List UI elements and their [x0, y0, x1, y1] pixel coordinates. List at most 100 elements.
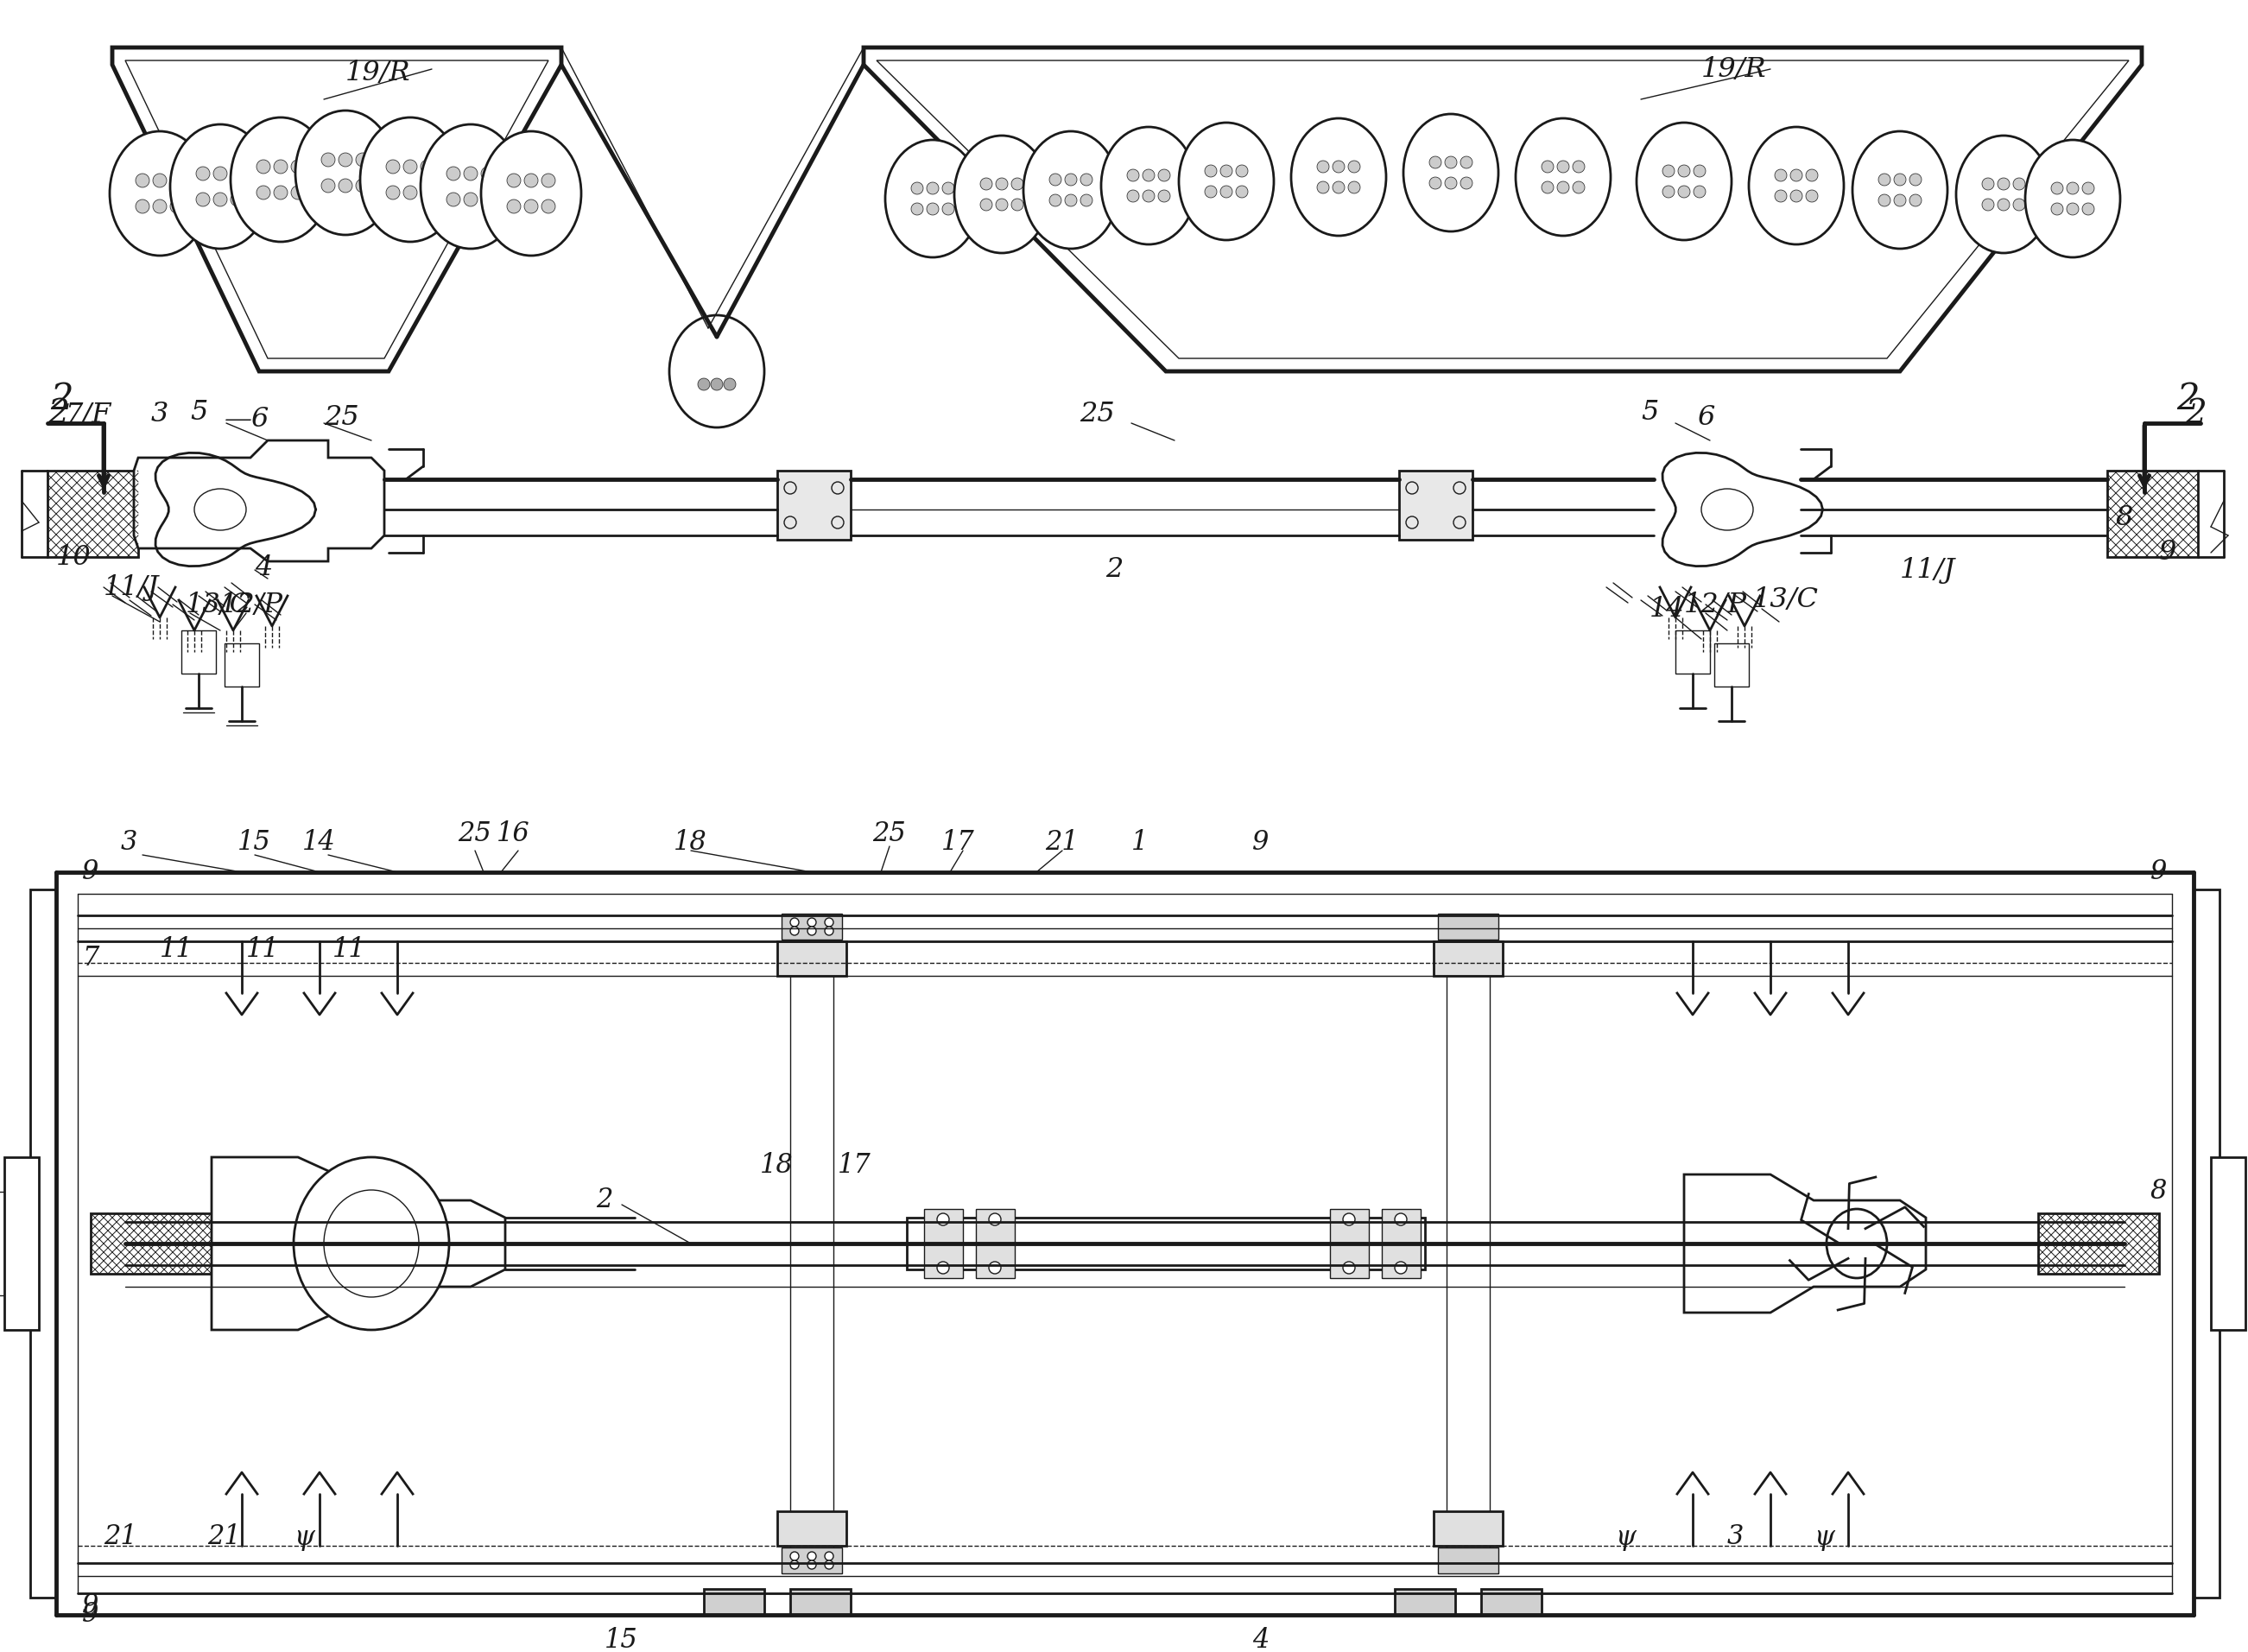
Bar	[2039, 1213, 2158, 1274]
Ellipse shape	[2050, 182, 2064, 195]
Ellipse shape	[542, 173, 555, 187]
Ellipse shape	[463, 193, 477, 206]
Text: 9: 9	[2151, 859, 2167, 885]
Bar	[782, 1548, 843, 1573]
Text: 8: 8	[2115, 506, 2133, 532]
Ellipse shape	[1852, 131, 1947, 249]
Ellipse shape	[1664, 185, 1675, 198]
Text: 25: 25	[1079, 401, 1115, 428]
Ellipse shape	[1158, 169, 1171, 182]
Ellipse shape	[274, 185, 288, 200]
Ellipse shape	[1515, 119, 1610, 236]
Ellipse shape	[989, 1262, 1000, 1274]
Ellipse shape	[2050, 203, 2064, 215]
Text: 1: 1	[1131, 829, 1149, 856]
Ellipse shape	[1454, 517, 1466, 529]
Text: 10: 10	[56, 544, 92, 570]
Ellipse shape	[1574, 182, 1585, 193]
Ellipse shape	[1317, 160, 1329, 173]
Text: 9: 9	[2158, 539, 2176, 567]
Bar	[1439, 1548, 1499, 1573]
Text: 2: 2	[47, 398, 70, 431]
Text: 7: 7	[81, 945, 99, 971]
Ellipse shape	[825, 1551, 834, 1561]
Ellipse shape	[1394, 1262, 1407, 1274]
Bar	[4, 1156, 38, 1330]
Ellipse shape	[1403, 114, 1499, 231]
Text: 9: 9	[81, 859, 99, 885]
Text: 9: 9	[81, 1601, 99, 1629]
Ellipse shape	[1637, 122, 1731, 240]
Polygon shape	[863, 48, 2142, 372]
Ellipse shape	[321, 154, 335, 167]
Ellipse shape	[1693, 185, 1706, 198]
Ellipse shape	[1461, 177, 1472, 188]
Ellipse shape	[402, 160, 418, 173]
Ellipse shape	[196, 167, 209, 180]
Ellipse shape	[232, 117, 330, 241]
Ellipse shape	[1205, 185, 1216, 198]
Bar	[1675, 631, 1711, 674]
Ellipse shape	[420, 185, 434, 200]
Ellipse shape	[1012, 198, 1023, 211]
Text: 2: 2	[596, 1188, 614, 1214]
Text: 18: 18	[760, 1153, 794, 1180]
Ellipse shape	[2066, 182, 2079, 195]
Bar	[906, 1218, 1425, 1269]
Text: 2: 2	[2185, 398, 2205, 431]
Text: 3: 3	[151, 401, 169, 428]
Ellipse shape	[807, 919, 816, 927]
Text: 11: 11	[245, 937, 279, 963]
Bar	[90, 1213, 211, 1274]
Ellipse shape	[697, 378, 710, 390]
Text: 21: 21	[1045, 829, 1079, 856]
Bar	[791, 915, 834, 1571]
Ellipse shape	[232, 167, 245, 180]
Ellipse shape	[1221, 185, 1232, 198]
Ellipse shape	[1998, 178, 2010, 190]
Text: 5: 5	[191, 400, 207, 426]
Ellipse shape	[1558, 182, 1569, 193]
Text: 16: 16	[497, 819, 531, 847]
Ellipse shape	[942, 203, 955, 215]
Ellipse shape	[2014, 198, 2025, 211]
Text: 6: 6	[1697, 403, 1715, 431]
Ellipse shape	[1012, 178, 1023, 190]
Ellipse shape	[791, 927, 798, 935]
Bar	[1394, 1589, 1454, 1616]
Ellipse shape	[110, 131, 209, 256]
Ellipse shape	[1574, 160, 1585, 173]
Ellipse shape	[1236, 165, 1248, 177]
Ellipse shape	[1893, 173, 1906, 185]
Text: 9: 9	[1252, 829, 1268, 856]
Ellipse shape	[1142, 190, 1155, 202]
Ellipse shape	[937, 1262, 949, 1274]
Ellipse shape	[171, 200, 184, 213]
Ellipse shape	[955, 135, 1050, 253]
Ellipse shape	[791, 1551, 798, 1561]
Ellipse shape	[1445, 177, 1457, 188]
Ellipse shape	[807, 927, 816, 935]
Ellipse shape	[256, 160, 270, 173]
Ellipse shape	[1677, 165, 1690, 177]
Ellipse shape	[387, 160, 400, 173]
Ellipse shape	[807, 1561, 816, 1569]
Ellipse shape	[724, 378, 735, 390]
Ellipse shape	[2066, 203, 2079, 215]
Ellipse shape	[1983, 178, 1994, 190]
Text: 18: 18	[674, 829, 708, 856]
Text: 9: 9	[81, 1593, 99, 1619]
Text: 21: 21	[103, 1523, 137, 1551]
Ellipse shape	[355, 178, 369, 193]
Ellipse shape	[910, 182, 924, 195]
Ellipse shape	[1158, 190, 1171, 202]
Ellipse shape	[2082, 203, 2095, 215]
Ellipse shape	[290, 160, 306, 173]
Ellipse shape	[926, 182, 940, 195]
Ellipse shape	[825, 927, 834, 935]
Ellipse shape	[339, 178, 353, 193]
Ellipse shape	[1893, 195, 1906, 206]
Bar	[1434, 942, 1502, 976]
Ellipse shape	[294, 1156, 450, 1330]
Polygon shape	[135, 441, 384, 562]
